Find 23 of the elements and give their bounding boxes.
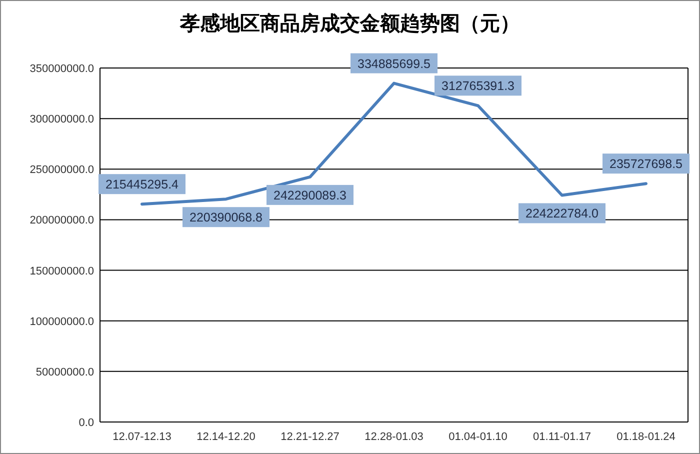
x-tick-label: 01.18-01.24	[616, 431, 676, 443]
data-label: 235727698.5	[610, 157, 683, 172]
x-tick-label: 12.07-12.13	[112, 431, 172, 443]
y-tick-label: 250000000.0	[30, 164, 94, 176]
y-tick-label: 350000000.0	[30, 63, 94, 75]
x-tick-label: 12.21-12.27	[280, 431, 340, 443]
y-tick-label: 200000000.0	[30, 214, 94, 227]
y-tick-label: 300000000.0	[30, 114, 94, 126]
chart-title: 孝感地区商品房成交金额趋势图（元）	[179, 11, 520, 35]
data-label: 242290089.3	[274, 188, 347, 202]
data-label: 334885699.5	[358, 56, 431, 71]
data-label: 215445295.4	[106, 178, 179, 192]
y-tick-label: 100000000.0	[30, 316, 94, 328]
y-tick-label: 0.0	[78, 417, 94, 429]
x-tick-label: 12.14-12.20	[196, 431, 256, 443]
x-tick-label: 12.28-01.03	[364, 431, 424, 443]
y-tick-label: 150000000.0	[30, 265, 94, 278]
x-tick-label: 01.04-01.10	[448, 431, 508, 443]
data-label: 220390068.8	[190, 210, 263, 225]
data-label: 224222784.0	[526, 206, 599, 221]
y-tick-label: 50000000.0	[36, 366, 94, 378]
x-tick-label: 01.11-01.17	[533, 431, 591, 443]
data-label: 312765391.3	[442, 79, 515, 94]
